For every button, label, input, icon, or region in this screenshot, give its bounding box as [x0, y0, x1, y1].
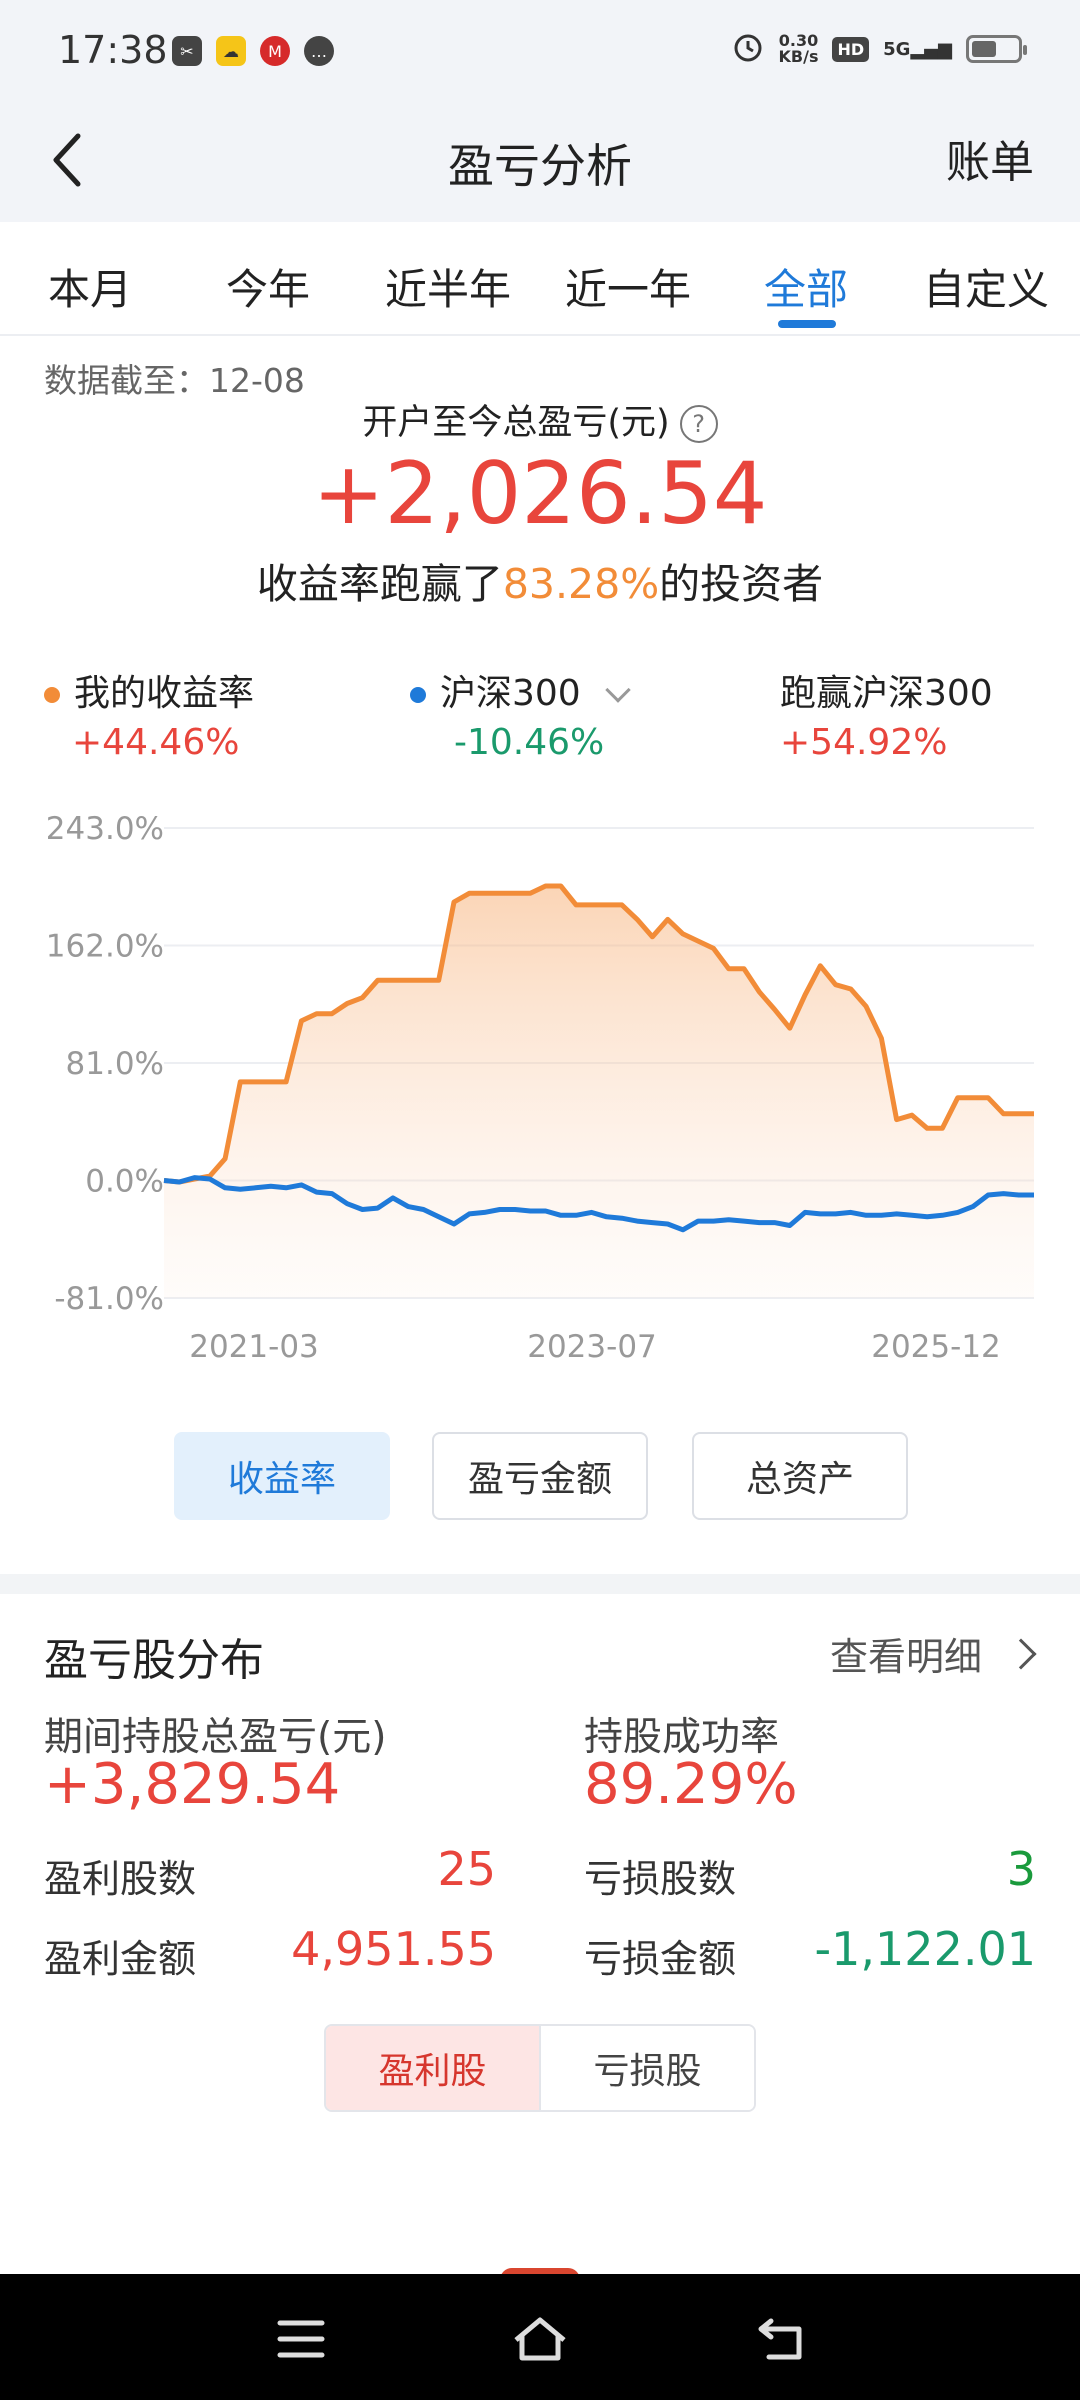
system-nav-bar [0, 2274, 1080, 2400]
metric-total-assets-button[interactable]: 总资产 [692, 1432, 908, 1520]
chevron-down-icon [604, 677, 631, 703]
series-line-0 [163, 883, 1034, 1185]
tab-this-month[interactable]: 本月 [47, 265, 132, 314]
y-tick-label: 243.0% [46, 811, 164, 847]
y-tick-label: 162.0% [46, 929, 164, 965]
top-nav: 盈亏分析 账单 [0, 104, 1080, 222]
x-tick-label: 2021-03 [189, 1329, 319, 1365]
battery-level [972, 41, 996, 57]
total-pnl-value: +2,026.54 [312, 444, 768, 544]
net-speed-value: 0.30 [778, 31, 819, 50]
chevron-right-icon [1005, 1637, 1037, 1670]
loss-stocks-tab[interactable]: 亏损股 [539, 2026, 754, 2110]
profit-stocks-tab[interactable]: 盈利股 [326, 2026, 539, 2110]
menu-icon[interactable] [266, 2304, 336, 2374]
profit-amount-value: 4,951.55 [291, 1922, 496, 1976]
stock-type-segment: 盈利股 亏损股 [324, 2024, 756, 2112]
beat-prefix: 收益率跑赢了 [256, 560, 503, 608]
tab-this-year[interactable]: 今年 [225, 265, 310, 314]
net-speed-unit: KB/s [778, 47, 819, 66]
weather-icon: ☁ [216, 36, 246, 66]
metric-pnl-amount-button[interactable]: 盈亏金额 [432, 1432, 648, 1520]
legend-mine-dot [44, 687, 60, 703]
loss-amount-value: -1,122.01 [814, 1922, 1036, 1976]
metric-buttons: 收益率 盈亏金额 总资产 [0, 1432, 1080, 1520]
status-bar: 17:38 ✂ ☁ M … 0.30 KB/s HD 5G▂▄▆ [0, 0, 1080, 104]
period-tabs: 本月 今年 近半年 近一年 全部 自定义 [0, 222, 1080, 336]
return-chart: 243.0% 162.0% 81.0% 0.0% -81.0% 2021-03 2023-0… [46, 811, 1034, 1365]
back-icon[interactable] [746, 2304, 816, 2374]
legend-beat: 跑赢沪深300 [780, 664, 993, 716]
scissors-icon: ✂ [172, 36, 202, 66]
y-tick-label: -81.0% [54, 1281, 164, 1317]
back-button[interactable] [28, 120, 108, 200]
legend-mine-value: +44.46% [72, 722, 240, 763]
loss-amount-label: 亏损金额 [584, 1937, 737, 1981]
home-icon[interactable] [505, 2304, 575, 2374]
legend-mine: 我的收益率 [44, 664, 254, 716]
legend-index-dot [410, 687, 426, 703]
view-detail-label: 查看明细 [829, 1635, 982, 1679]
legend-index-selector[interactable]: 沪深300 [410, 664, 631, 716]
battery-icon [966, 35, 1027, 63]
tab-all[interactable]: 全部 [763, 265, 848, 314]
y-tick-label: 81.0% [66, 1046, 164, 1082]
metric-return-rate-button[interactable]: 收益率 [174, 1432, 390, 1520]
chevron-left-icon [53, 133, 81, 187]
app-icon: M [260, 36, 290, 66]
profit-amount-label: 盈利金额 [44, 1937, 197, 1981]
total-pnl-label-text: 开户至今总盈亏(元) [362, 403, 670, 443]
series-area-0 [164, 886, 1034, 1298]
legend-beat-value: +54.92% [780, 722, 948, 763]
profit-count-label: 盈利股数 [44, 1857, 197, 1901]
help-icon[interactable]: ? [679, 405, 718, 443]
beat-investors-text: 收益率跑赢了83.28%的投资者 [0, 550, 1080, 610]
chat-icon: … [304, 36, 334, 66]
net-speed: 0.30 KB/s [779, 33, 819, 65]
x-tick-label: 2023-07 [527, 1329, 657, 1365]
distribution-title: 盈亏股分布 [44, 1635, 264, 1686]
legend-index-label: 沪深300 [440, 673, 581, 714]
alarm-icon [731, 30, 765, 68]
signal-label: 5G [883, 38, 911, 60]
period-pnl-label: 期间持股总盈亏(元) [44, 1715, 387, 1760]
status-time: 17:38 [58, 28, 168, 72]
status-left-icons: ✂ ☁ M … [172, 36, 334, 66]
tab-custom[interactable]: 自定义 [922, 265, 1049, 314]
legend-mine-label: 我的收益率 [74, 673, 255, 714]
success-rate-value: 89.29% [584, 1752, 798, 1817]
tab-one-year[interactable]: 近一年 [564, 265, 691, 314]
section-divider [0, 1574, 1080, 1594]
hd-badge: HD [832, 36, 870, 62]
data-as-of: 数据截至：12-08 [44, 361, 305, 400]
beat-suffix: 的投资者 [659, 560, 824, 608]
loss-count-value: 3 [1006, 1842, 1036, 1896]
page-title: 盈亏分析 [448, 139, 632, 193]
x-tick-label: 2025-12 [871, 1329, 1001, 1365]
series-line-1 [163, 1175, 1034, 1233]
profit-count-value: 25 [437, 1842, 496, 1896]
view-detail-link[interactable]: 查看明细 [829, 1626, 1037, 1681]
tab-half-year[interactable]: 近半年 [384, 265, 511, 314]
signal-icon: 5G▂▄▆ [883, 38, 952, 60]
period-pnl-value: +3,829.54 [44, 1752, 341, 1817]
legend-index-value: -10.46% [454, 722, 605, 763]
bill-button[interactable]: 账单 [946, 137, 1034, 188]
active-tab-indicator [778, 320, 836, 328]
legend-beat-label: 跑赢沪深300 [780, 673, 993, 714]
total-pnl-label: 开户至今总盈亏(元)? [0, 394, 1080, 445]
y-tick-label: 0.0% [85, 1164, 164, 1200]
success-rate-label: 持股成功率 [584, 1715, 780, 1760]
status-right-icons: 0.30 KB/s HD 5G▂▄▆ [731, 30, 1027, 68]
loss-count-label: 亏损股数 [584, 1857, 737, 1901]
beat-percent: 83.28% [502, 560, 660, 608]
